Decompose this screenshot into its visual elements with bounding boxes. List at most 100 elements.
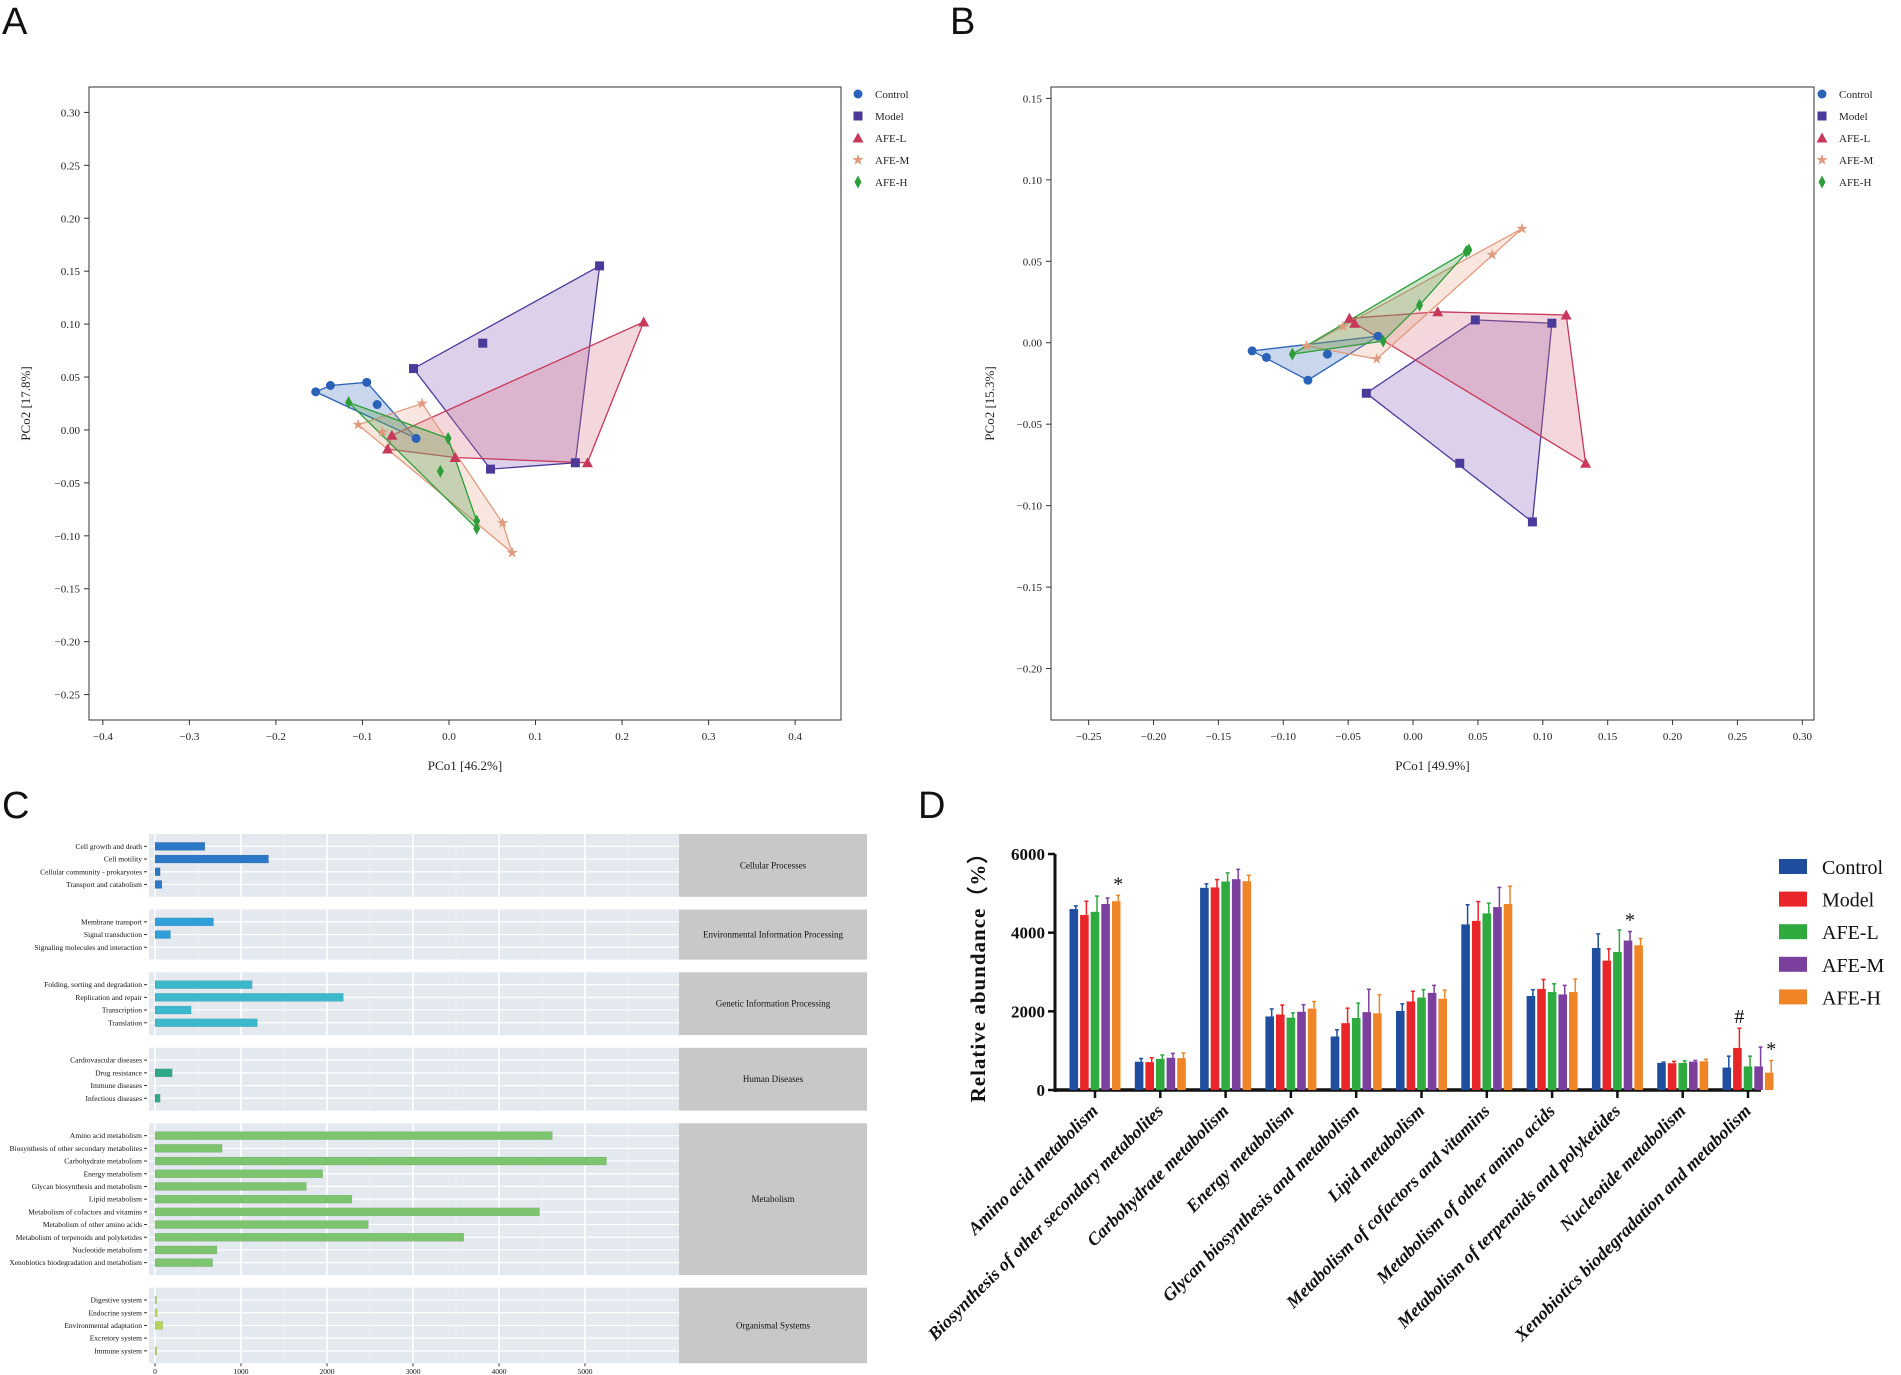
bar-afe-m — [1166, 1057, 1176, 1090]
x-tick-label: Xenobiotics biodegradation and metabolis… — [1510, 1101, 1755, 1346]
category-label: Immune diseases — [91, 1081, 143, 1090]
bar-afe-m — [1689, 1061, 1698, 1090]
legend-label: AFE-M — [875, 155, 909, 167]
category-label: Cell motility — [104, 855, 142, 864]
bar-model — [1406, 1001, 1416, 1090]
point-afe-h — [345, 395, 353, 409]
bar-control — [1265, 1016, 1274, 1090]
y-tick-label: −0.15 — [55, 584, 81, 596]
group-panel — [149, 1047, 679, 1111]
bar-afe-h — [1764, 1072, 1774, 1090]
strip — [679, 1047, 867, 1111]
bar-afe-m — [1558, 994, 1567, 1090]
hull-control — [1249, 335, 1379, 381]
category-label: Energy metabolism — [84, 1169, 143, 1178]
category-label: Cell growth and death — [76, 842, 143, 851]
legend-marker-afe-h — [1818, 175, 1826, 189]
legend-marker-afe-l — [852, 132, 864, 143]
legend-label: AFE-H — [1822, 987, 1881, 1009]
y-tick-label: −0.05 — [1017, 419, 1043, 431]
significance-mark: * — [1766, 1039, 1776, 1061]
category-label: Lipid metabolism — [89, 1195, 142, 1204]
bar — [154, 867, 161, 876]
category-label: Cellular community - prokaryotes — [40, 867, 142, 876]
bar-afe-l — [1678, 1062, 1687, 1090]
x-tick-label: −0.20 — [1141, 731, 1167, 743]
point-afe-l — [581, 457, 593, 468]
bar-afe-h — [1503, 903, 1513, 1090]
bar-model — [1471, 920, 1481, 1090]
bar-model — [1602, 960, 1612, 1090]
y-tick-label: 0.15 — [61, 266, 81, 278]
strip-label: Cellular Processes — [740, 860, 807, 870]
bar-afe-h — [1569, 992, 1578, 1090]
legend-label: Model — [1839, 111, 1868, 123]
point-afe-h — [473, 521, 481, 535]
grouped-bar-chart: 0 2000 4000 6000 Relative abundance（%）Amino … — [923, 842, 1884, 1346]
strip-label: Environmental Information Processing — [703, 930, 843, 940]
point-afe-h — [1465, 243, 1473, 257]
bar-afe-h — [1699, 1061, 1709, 1090]
legend-swatch-model — [1779, 891, 1807, 907]
legend-marker-model — [853, 111, 863, 121]
point-model — [486, 464, 496, 474]
point-afe-h — [1379, 334, 1387, 348]
category-label: Metabolism of cofactors and vitamins — [28, 1207, 142, 1216]
bar — [154, 1346, 157, 1356]
y-axis-label: Relative abundance（%） — [966, 842, 990, 1103]
legend-marker-afe-h — [854, 175, 862, 189]
category-label: Signal transduction — [84, 930, 142, 939]
point-afe-l — [1349, 317, 1361, 328]
point-afe-m — [352, 418, 364, 430]
bar-model — [1341, 1023, 1350, 1090]
bar-control — [1200, 887, 1209, 1090]
bar-afe-h — [1634, 945, 1643, 1090]
bar — [154, 1144, 223, 1153]
point-control — [362, 377, 372, 387]
bar-afe-h — [1177, 1058, 1186, 1090]
bar-afe-m — [1101, 903, 1110, 1090]
point-control — [1303, 375, 1313, 385]
x-tick-label: −0.4 — [93, 731, 113, 743]
x-axis-label: PCo1 [49.9%] — [1395, 758, 1469, 773]
legend-label: AFE-M — [1839, 155, 1873, 167]
category-label: Transcription — [102, 1006, 142, 1015]
bar — [154, 1131, 553, 1140]
category-label: Excretory system — [90, 1334, 142, 1343]
bar — [154, 1220, 369, 1229]
point-model — [1527, 517, 1537, 527]
category-label: Replication and repair — [75, 993, 142, 1002]
point-afe-m — [1486, 248, 1498, 260]
strip-label: Metabolism — [752, 1194, 795, 1204]
y-tick-label: 0.20 — [61, 213, 81, 225]
category-label: Immune system — [94, 1346, 142, 1355]
legend-label: Control — [1822, 857, 1884, 879]
x-tick-label: 0.30 — [1793, 731, 1813, 743]
category-label: Endocrine system — [88, 1308, 142, 1317]
x-tick-label: 5000 — [578, 1367, 593, 1375]
bar-afe-m — [1754, 1066, 1763, 1090]
y-tick-label: 0.10 — [1023, 175, 1043, 187]
bar-afe-m — [1493, 907, 1502, 1090]
strip — [679, 909, 867, 960]
bar-afe-m — [1362, 1012, 1372, 1090]
y-tick-label: 0.05 — [61, 372, 81, 384]
bar — [154, 1308, 158, 1317]
point-afe-m — [1371, 353, 1383, 364]
panel-label-b: B — [950, 1, 975, 43]
legend-marker-model — [1817, 111, 1827, 121]
category-label: Xenobiotics biodegradation and metabolis… — [9, 1258, 142, 1267]
category-label: Biosynthesis of other secondary metaboli… — [10, 1144, 143, 1153]
x-tick-label: 0.0 — [442, 731, 456, 743]
point-model — [1455, 458, 1465, 468]
y-tick-label: −0.05 — [55, 478, 81, 490]
y-tick-label: 4000 — [1011, 924, 1045, 943]
x-tick-label: 4000 — [492, 1367, 507, 1375]
y-tick-label: −0.20 — [55, 637, 81, 649]
point-afe-m — [376, 426, 389, 437]
kegg-level2-bar-chart: Cellular Processes Cell growth and death C… — [9, 834, 867, 1375]
bar — [154, 1194, 353, 1204]
category-label: Cardiovascular diseases — [70, 1056, 142, 1065]
point-afe-h — [444, 431, 452, 445]
category-label: Amino acid metabolism — [70, 1131, 142, 1140]
